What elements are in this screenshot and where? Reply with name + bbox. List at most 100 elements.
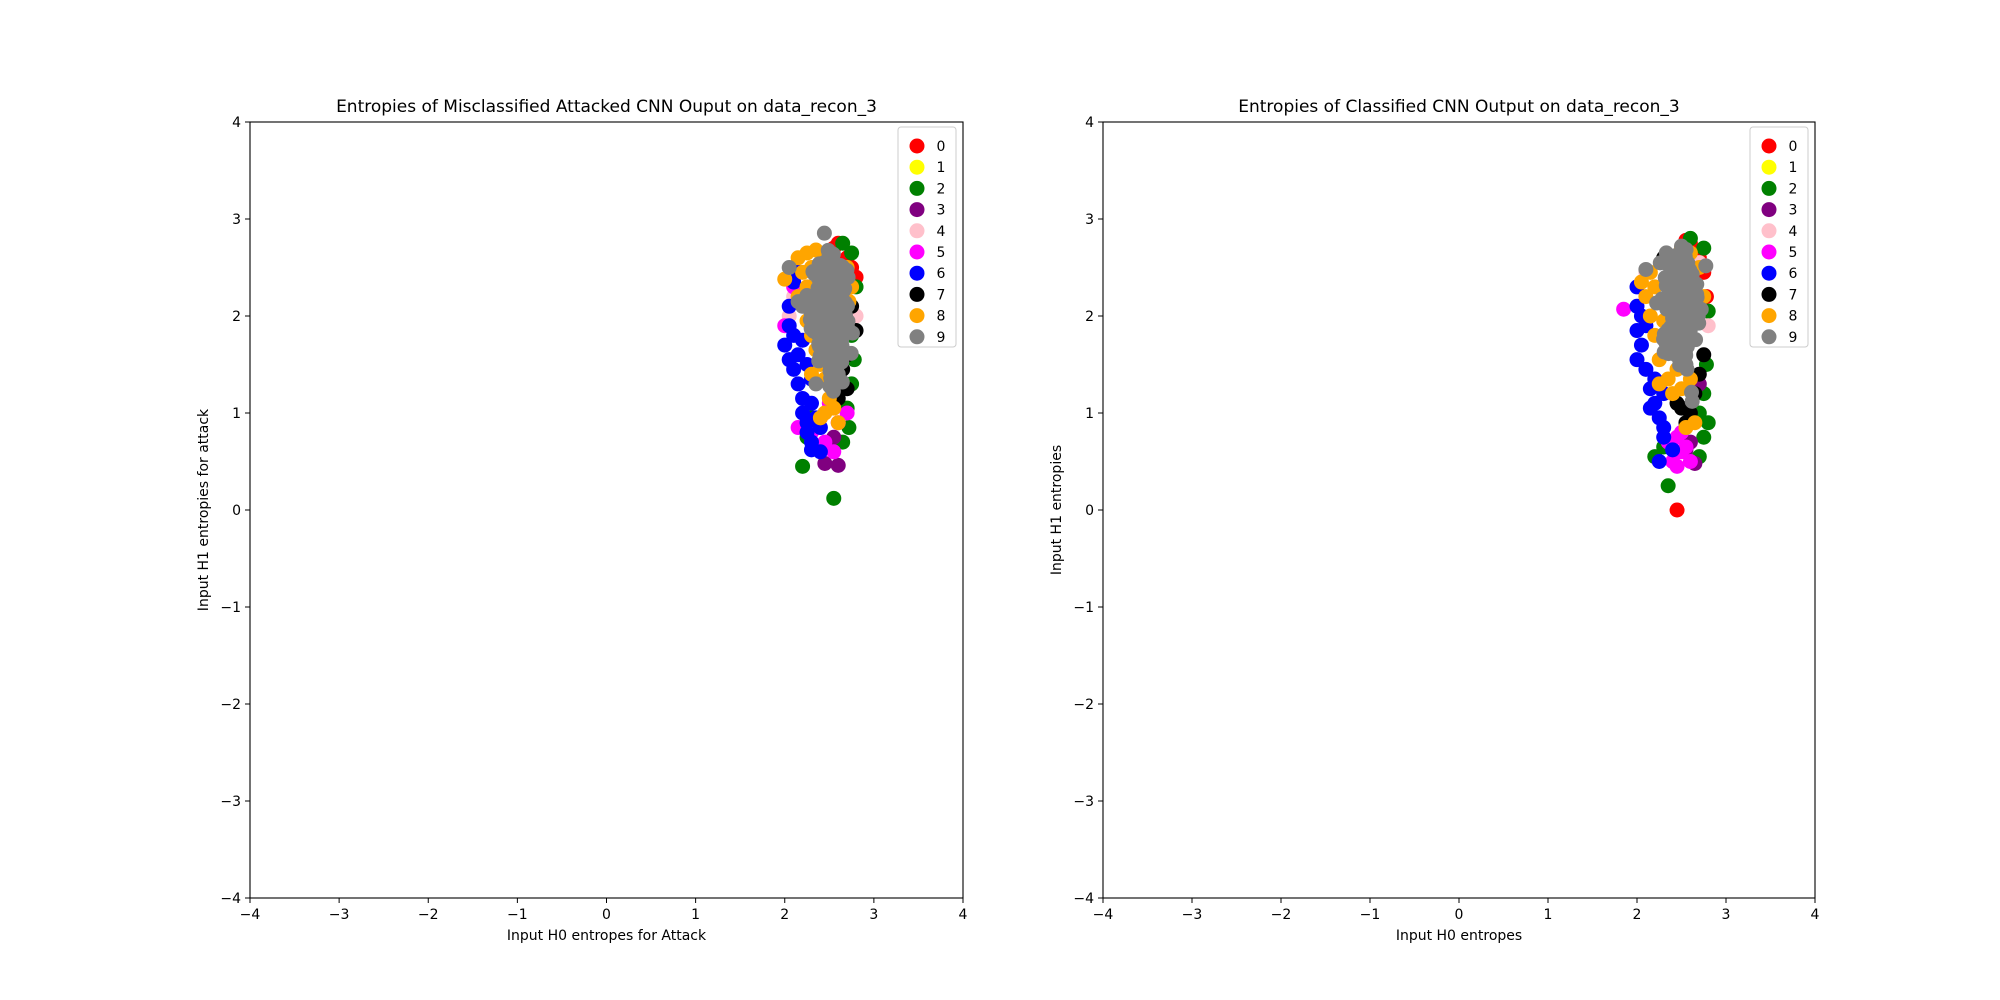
scatter-point-6 bbox=[1665, 442, 1681, 458]
scatter-point-8 bbox=[812, 410, 828, 426]
scatter-point-2 bbox=[826, 490, 842, 506]
y-tick-label: 1 bbox=[232, 406, 241, 422]
y-tick-label: −2 bbox=[220, 697, 241, 713]
y-tick-label: 1 bbox=[1085, 406, 1094, 422]
scatter-point-9 bbox=[1690, 308, 1706, 324]
scatter-point-6 bbox=[1651, 454, 1667, 469]
x-tick-label: −1 bbox=[507, 907, 528, 923]
scatter-point-9 bbox=[818, 286, 834, 302]
scatter-point-6 bbox=[790, 347, 806, 363]
scatter-point-6 bbox=[777, 337, 793, 353]
y-tick-label: −1 bbox=[220, 600, 241, 616]
scatter-point-2 bbox=[1700, 415, 1716, 431]
legend: 0 1 2 3 4 5 6 7 8 9 bbox=[897, 126, 957, 348]
legend-marker bbox=[1761, 159, 1777, 175]
scatter-point-9 bbox=[1652, 255, 1668, 271]
legend-marker bbox=[909, 138, 925, 154]
scatter-point-6 bbox=[1656, 429, 1672, 445]
y-tick-label: −4 bbox=[220, 891, 241, 907]
legend-label: 0 bbox=[937, 139, 946, 155]
scatter-point-9 bbox=[816, 269, 832, 285]
y-tick-label: 0 bbox=[232, 503, 241, 519]
legend-marker bbox=[1761, 308, 1777, 324]
scatter-point-9 bbox=[832, 333, 848, 349]
scatter-point-2 bbox=[835, 235, 851, 251]
scatter-point-3 bbox=[817, 455, 833, 471]
y-tick-label: −4 bbox=[1073, 891, 1094, 907]
scatter-point-8 bbox=[1678, 420, 1694, 436]
legend-marker bbox=[1761, 138, 1777, 154]
y-axis-label: Input H1 entropies for attack bbox=[196, 408, 212, 611]
legend: 0 1 2 3 4 5 6 7 8 9 bbox=[1749, 126, 1809, 348]
scatter-point-9 bbox=[1674, 238, 1689, 254]
legend-marker bbox=[1761, 202, 1777, 218]
legend-label: 8 bbox=[1789, 309, 1798, 325]
legend-label: 4 bbox=[937, 224, 946, 240]
left-chart: Entropies of Misclassified Attacked CNN … bbox=[196, 97, 968, 944]
x-tick-label: 4 bbox=[959, 907, 968, 923]
legend-marker bbox=[909, 265, 925, 281]
legend-marker bbox=[909, 202, 925, 218]
legend-label: 1 bbox=[1789, 160, 1798, 176]
legend-label: 6 bbox=[937, 266, 946, 282]
scatter-point-2 bbox=[1660, 478, 1676, 494]
x-tick-label: −4 bbox=[240, 907, 261, 923]
scatter-point-9 bbox=[816, 225, 832, 241]
right-chart: Entropies of Classified CNN Output on da… bbox=[1049, 97, 1820, 944]
y-axis-label: Input H1 entropies bbox=[1049, 445, 1065, 575]
legend-label: 7 bbox=[1789, 287, 1798, 303]
scatter-point-9 bbox=[795, 298, 811, 314]
legend-marker bbox=[909, 329, 925, 345]
legend-marker bbox=[909, 308, 925, 324]
scatter-point-6 bbox=[1642, 400, 1658, 416]
scatter-point-8 bbox=[777, 271, 793, 287]
scatter-point-9 bbox=[808, 376, 824, 392]
scatter-point-9 bbox=[1664, 329, 1680, 345]
legend-label: 0 bbox=[1789, 139, 1798, 155]
legend-label: 5 bbox=[937, 245, 946, 261]
y-tick-label: 2 bbox=[232, 309, 241, 325]
legend-label: 8 bbox=[937, 309, 946, 325]
scatter-point-2 bbox=[795, 458, 811, 474]
x-tick-label: 0 bbox=[602, 907, 611, 923]
x-tick-label: 1 bbox=[691, 907, 700, 923]
y-tick-label: −3 bbox=[1073, 794, 1094, 810]
scatter-point-9 bbox=[828, 276, 844, 292]
legend-box bbox=[897, 126, 957, 348]
legend-marker bbox=[1761, 329, 1777, 345]
legend-label: 6 bbox=[1789, 266, 1798, 282]
x-tick-label: −1 bbox=[1360, 907, 1381, 923]
axes-frame bbox=[1102, 121, 1816, 899]
legend-label: 7 bbox=[937, 287, 946, 303]
legend-label: 2 bbox=[1789, 181, 1798, 197]
scatter-point-9 bbox=[1682, 262, 1698, 278]
scatter-point-6 bbox=[1629, 352, 1645, 368]
scatter-point-8 bbox=[1647, 279, 1663, 295]
x-axis-label: Input H0 entropes for Attack bbox=[507, 928, 707, 944]
scatter-point-5 bbox=[1616, 301, 1632, 317]
scatter-point-9 bbox=[816, 305, 832, 321]
scatter-point-9 bbox=[835, 308, 851, 324]
scatter-point-6 bbox=[803, 395, 819, 411]
x-tick-label: 3 bbox=[1722, 907, 1731, 923]
scatter-point-8 bbox=[826, 400, 842, 416]
scatter-point-2 bbox=[1696, 240, 1712, 256]
legend-marker bbox=[1761, 223, 1777, 239]
x-tick-label: −3 bbox=[329, 907, 350, 923]
scatter-point-5 bbox=[1678, 439, 1694, 455]
y-tick-label: 3 bbox=[232, 212, 241, 228]
scatter-point-9 bbox=[1680, 334, 1696, 350]
y-tick-label: 0 bbox=[1085, 503, 1094, 519]
y-tick-label: 2 bbox=[1085, 309, 1094, 325]
x-tick-label: −3 bbox=[1182, 907, 1203, 923]
scatter-point-9 bbox=[815, 255, 831, 271]
x-tick-label: 4 bbox=[1811, 907, 1820, 923]
scatter-point-8 bbox=[1660, 371, 1676, 387]
scatter-point-5 bbox=[1669, 458, 1685, 474]
chart-title: Entropies of Misclassified Attacked CNN … bbox=[336, 97, 877, 117]
x-tick-label: 1 bbox=[1544, 907, 1553, 923]
legend-marker bbox=[1761, 265, 1777, 281]
scatter-point-9 bbox=[1684, 393, 1700, 409]
scatter-point-5 bbox=[1682, 454, 1698, 469]
